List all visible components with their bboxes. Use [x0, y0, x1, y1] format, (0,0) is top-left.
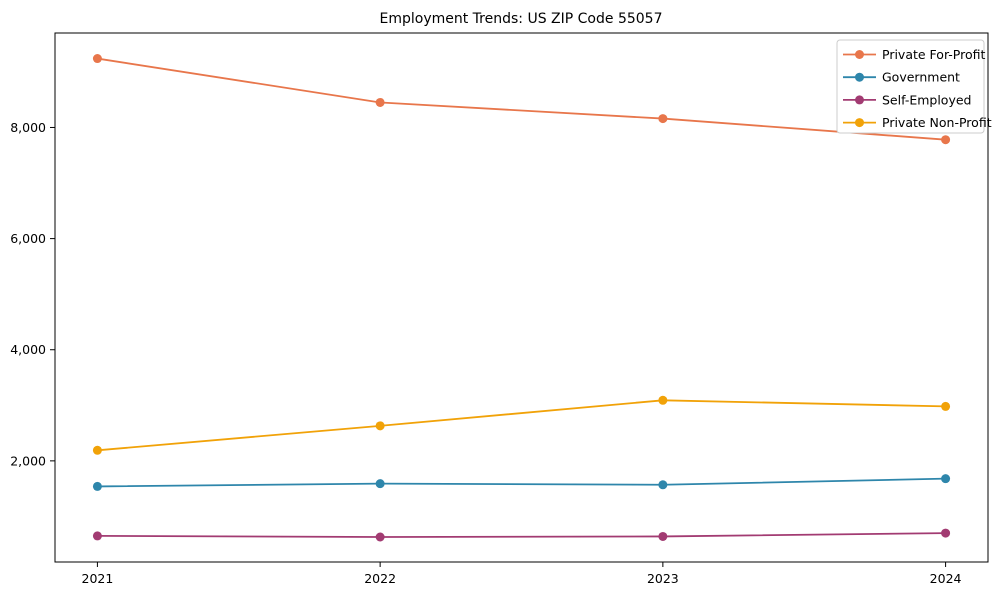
legend-marker	[855, 118, 864, 128]
data-point-marker	[92, 531, 102, 541]
data-point-marker	[941, 528, 951, 538]
data-point-marker	[658, 395, 668, 405]
data-point-marker	[92, 54, 102, 64]
series-layer	[92, 54, 951, 542]
data-point-marker	[375, 97, 385, 107]
x-axis-tick-label: 2022	[364, 571, 396, 586]
chart-line-private-for-profit	[97, 57, 946, 141]
x-axis-tick-label: 2023	[647, 571, 679, 586]
chart-line-private-non-profit	[97, 399, 946, 452]
legend-marker	[855, 95, 864, 105]
chart-line-government	[97, 477, 946, 488]
legend-marker	[855, 50, 864, 59]
chart-title: Employment Trends: US ZIP Code 55057	[380, 11, 663, 27]
x-axis-tick-label: 2021	[82, 571, 114, 586]
y-axis-tick-label: 6,000	[10, 231, 46, 246]
legend-label: Private Non-Profit	[882, 115, 992, 130]
y-axis-tick-label: 8,000	[10, 120, 46, 135]
legend-label: Government	[882, 70, 960, 85]
data-point-marker	[941, 135, 951, 145]
data-point-marker	[658, 480, 668, 490]
legend-marker	[855, 72, 864, 82]
legend-box	[836, 39, 985, 134]
data-point-marker	[375, 421, 385, 431]
data-point-marker	[375, 532, 385, 542]
data-point-marker	[92, 445, 102, 455]
axes-layer: 2,000 4,000 6,000 8,000 2021 2022 2023 2024	[10, 120, 961, 586]
data-point-marker	[92, 481, 102, 491]
chart-line-self-employed	[97, 532, 946, 538]
y-axis-tick-label: 2,000	[10, 453, 46, 468]
plot-area-border	[54, 32, 989, 563]
x-axis-tick-label: 2024	[930, 571, 962, 586]
legend-label: Private For-Profit	[882, 47, 985, 62]
data-point-marker	[658, 531, 668, 541]
data-point-marker	[658, 114, 668, 124]
data-point-marker	[941, 474, 951, 484]
data-point-marker	[941, 401, 951, 411]
legend-label: Self-Employed	[882, 92, 971, 107]
legend: Private For-Profit Government Self-Employe…	[836, 39, 992, 134]
y-axis-tick-label: 4,000	[10, 342, 46, 357]
data-point-marker	[375, 479, 385, 489]
